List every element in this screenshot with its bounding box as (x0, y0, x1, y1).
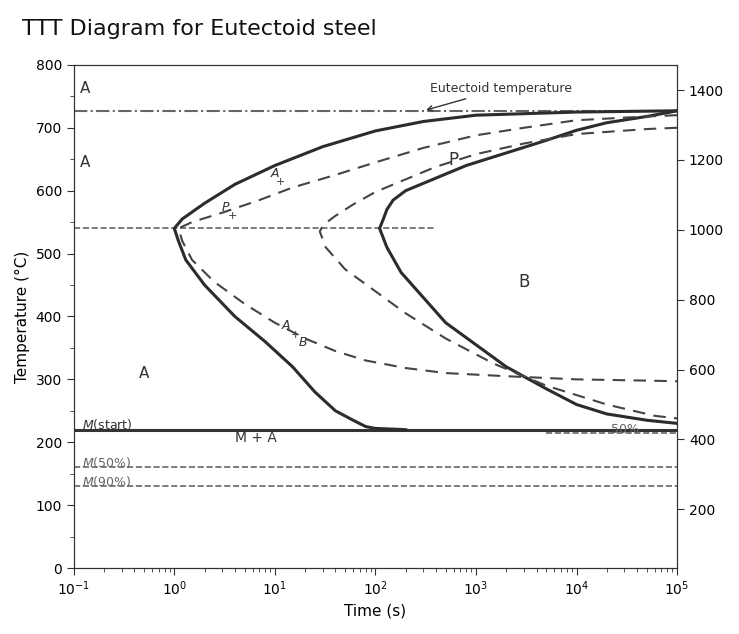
Text: P: P (449, 152, 459, 169)
Text: A: A (282, 320, 290, 332)
Text: $\mathit{M}$(50%): $\mathit{M}$(50%) (82, 455, 131, 470)
Text: A: A (80, 155, 90, 170)
Text: +: + (290, 330, 300, 340)
Text: M + A: M + A (235, 431, 276, 445)
Text: 50%: 50% (611, 423, 639, 436)
Text: $\mathit{M}$(90%): $\mathit{M}$(90%) (82, 474, 131, 489)
Text: A: A (139, 366, 149, 380)
Text: +: + (276, 177, 286, 187)
Text: TTT Diagram for Eutectoid steel: TTT Diagram for Eutectoid steel (22, 19, 377, 39)
Text: Eutectoid temperature: Eutectoid temperature (428, 82, 572, 111)
Text: A: A (80, 81, 90, 96)
Text: A: A (270, 167, 279, 180)
Text: $\mathit{M}$(start): $\mathit{M}$(start) (82, 417, 132, 432)
Text: +: + (228, 211, 237, 221)
X-axis label: Time (s): Time (s) (344, 604, 406, 619)
Text: P: P (222, 201, 229, 214)
Text: B: B (299, 337, 307, 349)
Text: B: B (518, 273, 530, 291)
Y-axis label: Temperature (°C): Temperature (°C) (15, 250, 30, 382)
